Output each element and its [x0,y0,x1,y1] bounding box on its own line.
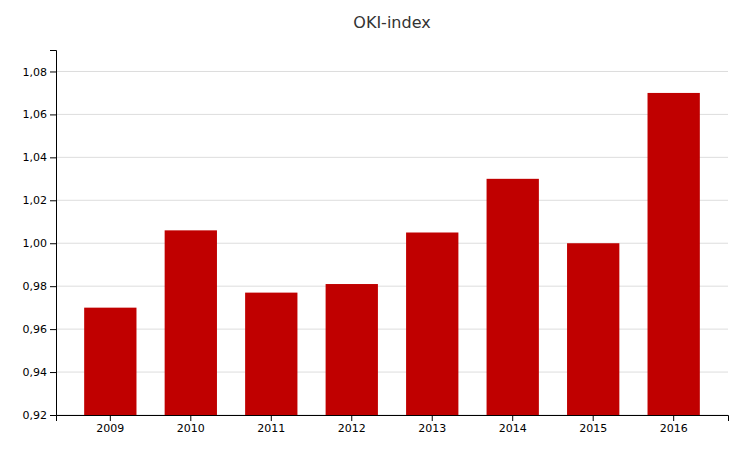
grid-line [56,329,728,330]
x-tick-mark [351,415,352,421]
y-tick-label: 0,94 [23,366,48,379]
x-tick: 2013 [418,415,446,435]
x-tick: 2015 [579,415,607,435]
y-tick-label: 1,06 [23,108,48,121]
grid-line [56,157,728,158]
y-axis-line [50,51,57,416]
y-tick-mark [50,200,56,201]
grid [56,71,728,415]
x-tick: 2011 [257,415,285,435]
grid-line [56,71,728,72]
bar [567,243,619,415]
bar [165,230,217,415]
x-tick-mark [190,415,191,421]
x-tick: 2009 [96,415,124,435]
y-tick-mark [50,157,56,158]
y-tick-mark [50,243,56,244]
bar [84,308,136,415]
x-tick-label: 2014 [499,422,527,435]
y-tick-label: 1,04 [23,151,48,164]
y-tick-mark [50,71,56,72]
grid-line [56,286,728,287]
x-tick-mark [512,415,513,421]
y-tick-mark [50,286,56,287]
x-tick-mark [593,415,594,421]
y-tick: 0,92 [23,409,57,422]
x-tick-label: 2010 [177,422,205,435]
y-axis: 0,92 0,94 0,96 0,98 1,00 1,02 1,04 1,06 1,08 [23,51,57,423]
grid-line [56,243,728,244]
x-tick-label: 2009 [96,422,124,435]
y-tick: 1,04 [23,151,57,164]
x-tick: 2012 [338,415,366,435]
y-tick: 1,08 [23,65,57,78]
bar [406,233,458,416]
x-tick-label: 2016 [660,422,688,435]
y-tick-label: 0,98 [23,280,48,293]
y-tick: 0,94 [23,366,57,379]
y-tick-mark [50,114,56,115]
grid-line [56,200,728,201]
x-tick-label: 2012 [338,422,366,435]
y-tick-mark [50,415,56,416]
x-tick-label: 2015 [579,422,607,435]
y-tick-label: 1,08 [23,65,48,78]
x-tick-label: 2013 [418,422,446,435]
plot-area: 0,92 0,94 0,96 0,98 1,00 1,02 1,04 1,06 1,08 2009… [23,51,729,435]
bar [326,284,378,415]
x-axis-line [57,416,729,422]
y-tick-label: 0,96 [23,323,48,336]
y-tick-mark [50,372,56,373]
title: OKI-index [353,13,430,32]
x-tick-mark [271,415,272,421]
x-tick: 2016 [660,415,688,435]
grid-line [56,372,728,373]
x-tick-mark [432,415,433,421]
y-tick: 1,06 [23,108,57,121]
x-tick: 2014 [499,415,527,435]
y-tick-mark [50,329,56,330]
y-tick: 1,02 [23,194,57,207]
x-tick-label: 2011 [257,422,285,435]
x-tick-mark [673,415,674,421]
y-tick: 0,98 [23,280,57,293]
x-axis: 2009 2010 2011 2012 2013 2014 2015 2016 [57,415,729,435]
bar [648,93,700,415]
x-tick: 2010 [177,415,205,435]
y-tick: 1,00 [23,237,57,250]
y-tick-label: 1,02 [23,194,48,207]
bars [84,93,700,415]
x-tick-mark [110,415,111,421]
y-tick-label: 1,00 [23,237,48,250]
bar [245,293,297,415]
chart: 0,92 0,94 0,96 0,98 1,00 1,02 1,04 1,06 1,08 2009… [0,0,752,451]
y-tick: 0,96 [23,323,57,336]
y-tick-label: 0,92 [23,409,48,422]
grid-line [56,114,728,115]
bar [487,179,539,415]
